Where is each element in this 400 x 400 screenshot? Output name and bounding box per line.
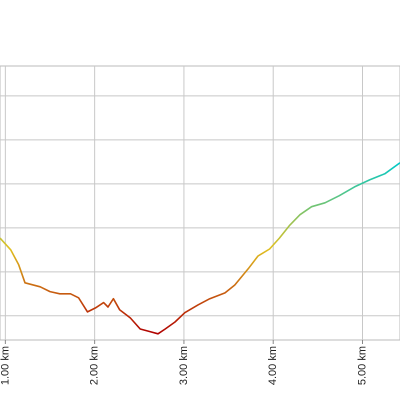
- x-tick-label: 3.00 km: [178, 346, 190, 385]
- elevation-line: [0, 162, 400, 335]
- x-tick-label: 1.00 km: [0, 346, 11, 385]
- x-tick-label: 5.00 km: [356, 346, 368, 385]
- plot-area: [0, 65, 400, 341]
- x-tick-label: 2.00 km: [89, 346, 101, 385]
- x-tick-label: 4.00 km: [267, 346, 279, 385]
